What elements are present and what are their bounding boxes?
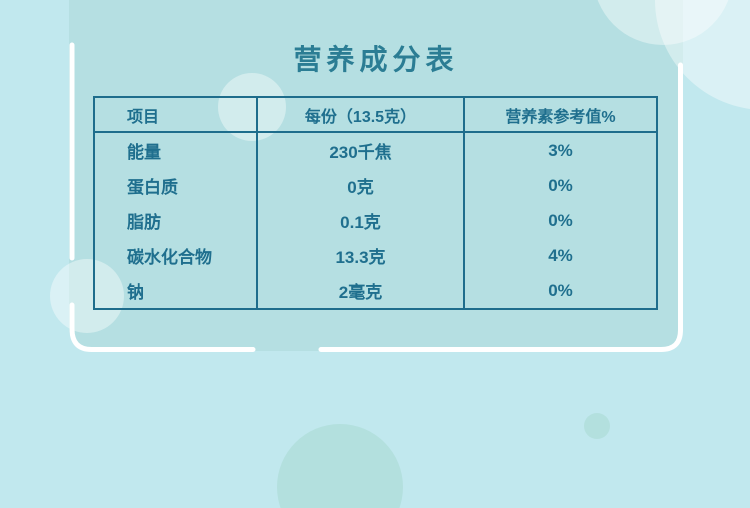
row-item-nrv: 0% — [548, 210, 573, 230]
row-item-amount: 2毫克 — [258, 273, 465, 308]
nutrition-table: 项目 每份（13.5克） 营养素参考值% 能量 230千焦 3% 蛋白质 0克 … — [93, 96, 658, 310]
row-item-amount: 0克 — [258, 168, 465, 203]
row-item-nrv: 0% — [548, 175, 573, 195]
decor-circle-header — [218, 73, 286, 141]
row-item-name: 能量 — [95, 133, 258, 168]
row-item-name: 钠 — [95, 273, 258, 308]
column-header-nrv: 营养素参考值% — [465, 98, 656, 133]
page-title: 营养成分表 — [293, 44, 459, 75]
row-item-nrv: 3% — [548, 140, 573, 160]
row-item-nrv: 4% — [548, 245, 573, 265]
column-header-item: 项目 — [95, 98, 258, 133]
row-item-name: 脂肪 — [95, 203, 258, 238]
row-item-name: 蛋白质 — [95, 168, 258, 203]
row-item-amount: 13.3克 — [258, 238, 465, 273]
decor-circle-bottom-small — [584, 413, 610, 439]
decor-circle-bottom-large — [277, 424, 403, 508]
row-item-amount: 230千焦 — [258, 133, 465, 168]
row-item-nrv: 0% — [548, 280, 573, 300]
column-header-per-serving: 每份（13.5克） — [258, 98, 465, 133]
row-item-amount: 0.1克 — [258, 203, 465, 238]
row-item-name: 碳水化合物 — [95, 238, 258, 273]
